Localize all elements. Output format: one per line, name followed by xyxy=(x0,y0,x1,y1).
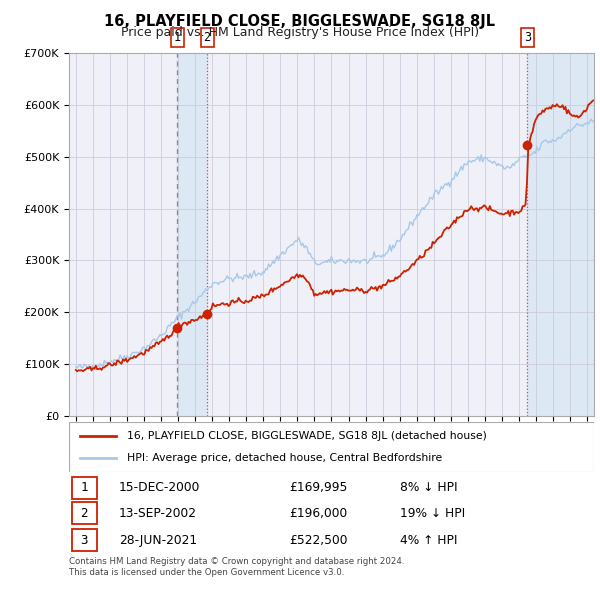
Bar xyxy=(527,53,594,416)
Text: 8% ↓ HPI: 8% ↓ HPI xyxy=(400,481,457,494)
Text: HPI: Average price, detached house, Central Bedfordshire: HPI: Average price, detached house, Cent… xyxy=(127,453,442,463)
Text: 16, PLAYFIELD CLOSE, BIGGLESWADE, SG18 8JL (detached house): 16, PLAYFIELD CLOSE, BIGGLESWADE, SG18 8… xyxy=(127,431,487,441)
Text: Contains HM Land Registry data © Crown copyright and database right 2024.: Contains HM Land Registry data © Crown c… xyxy=(69,557,404,566)
FancyBboxPatch shape xyxy=(71,477,97,499)
Text: 16, PLAYFIELD CLOSE, BIGGLESWADE, SG18 8JL: 16, PLAYFIELD CLOSE, BIGGLESWADE, SG18 8… xyxy=(104,14,496,28)
Text: 2: 2 xyxy=(80,507,88,520)
Text: 15-DEC-2000: 15-DEC-2000 xyxy=(119,481,200,494)
FancyBboxPatch shape xyxy=(71,529,97,552)
FancyBboxPatch shape xyxy=(71,502,97,525)
Text: £522,500: £522,500 xyxy=(290,534,348,547)
Text: 2: 2 xyxy=(203,31,211,44)
Text: 19% ↓ HPI: 19% ↓ HPI xyxy=(400,507,465,520)
Text: 28-JUN-2021: 28-JUN-2021 xyxy=(119,534,197,547)
Text: 3: 3 xyxy=(80,534,88,547)
Text: 1: 1 xyxy=(80,481,88,494)
Text: 3: 3 xyxy=(524,31,531,44)
Text: Price paid vs. HM Land Registry's House Price Index (HPI): Price paid vs. HM Land Registry's House … xyxy=(121,26,479,39)
Text: 13-SEP-2002: 13-SEP-2002 xyxy=(119,507,197,520)
FancyBboxPatch shape xyxy=(69,422,594,472)
Bar xyxy=(178,53,207,416)
Text: £196,000: £196,000 xyxy=(290,507,348,520)
Text: 1: 1 xyxy=(174,31,181,44)
Text: This data is licensed under the Open Government Licence v3.0.: This data is licensed under the Open Gov… xyxy=(69,568,344,576)
Text: £169,995: £169,995 xyxy=(290,481,348,494)
Text: 4% ↑ HPI: 4% ↑ HPI xyxy=(400,534,457,547)
